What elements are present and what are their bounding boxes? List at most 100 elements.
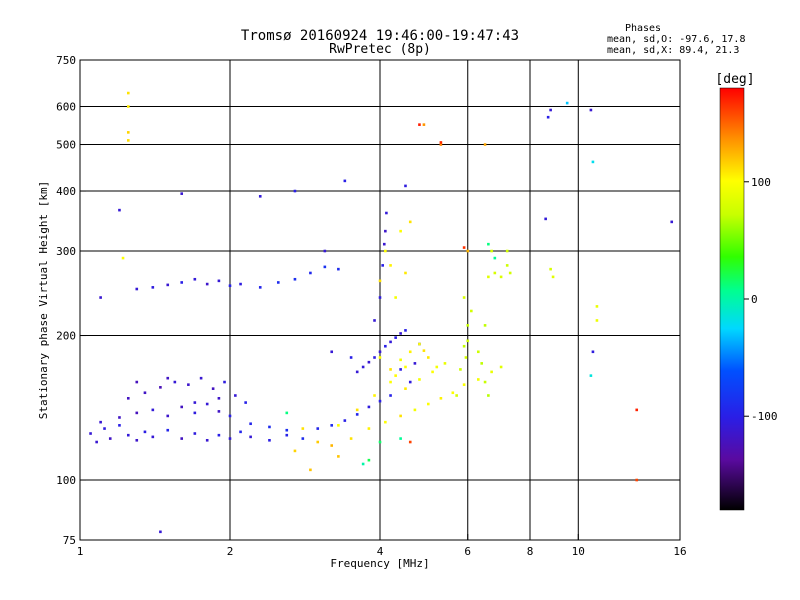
data-point: [591, 160, 595, 164]
chart-subtitle: RwPretec (8p): [329, 42, 431, 57]
data-point: [394, 336, 397, 339]
data-point: [399, 358, 402, 362]
data-point: [483, 380, 487, 384]
data-point: [135, 287, 139, 291]
colorbar-ticks: 100 0 -100: [744, 176, 778, 423]
data-point: [565, 101, 569, 105]
data-point: [330, 424, 334, 427]
data-point: [544, 217, 547, 221]
data-point: [483, 143, 487, 146]
data-point: [455, 394, 458, 397]
data-point: [337, 267, 340, 271]
data-point: [382, 242, 386, 246]
data-point: [466, 339, 470, 343]
data-point: [408, 350, 412, 354]
data-point: [399, 368, 402, 371]
data-point: [373, 394, 376, 397]
data-point: [239, 282, 242, 286]
x-axis-label: Frequency [MHz]: [330, 557, 429, 570]
data-point: [217, 433, 221, 437]
data-point: [323, 249, 327, 253]
data-point: [378, 350, 382, 354]
data-point: [462, 344, 466, 348]
data-point: [384, 344, 387, 348]
data-point: [505, 249, 509, 253]
data-point: [316, 427, 320, 430]
x-tick-label: 10: [572, 545, 585, 558]
x-axis-ticks: 1 2 4 6 8 10 16: [77, 534, 687, 558]
data-point: [193, 277, 197, 281]
x-tick-label: 6: [464, 545, 471, 558]
data-point: [384, 420, 387, 424]
data-point: [551, 275, 555, 279]
data-point: [462, 383, 466, 386]
y-tick-label: 600: [56, 101, 76, 114]
data-point: [426, 402, 430, 406]
x-tick-label: 4: [377, 545, 384, 558]
data-point: [211, 387, 215, 390]
data-point: [439, 143, 443, 146]
phase-stats-o: mean, sd,O: -97.6, 17.8: [607, 34, 745, 45]
data-point: [301, 437, 305, 440]
data-point: [99, 420, 102, 424]
data-point: [143, 391, 147, 395]
data-point: [223, 380, 226, 384]
y-tick-label: 75: [63, 534, 76, 547]
data-point: [268, 425, 271, 429]
data-point: [595, 305, 599, 308]
data-point: [103, 427, 106, 430]
data-point: [330, 350, 334, 354]
data-point: [418, 378, 421, 381]
data-point: [166, 283, 170, 287]
data-point: [361, 365, 365, 369]
colorbar: [719, 87, 745, 511]
data-point: [166, 376, 170, 380]
data-point: [404, 329, 407, 332]
data-point: [217, 279, 221, 283]
y-axis-label: Stationary phase Virtual Height [km]: [37, 181, 50, 419]
data-point: [285, 411, 289, 415]
data-point: [301, 427, 305, 430]
data-point: [505, 264, 509, 267]
data-point: [422, 349, 426, 352]
data-point: [384, 229, 387, 233]
data-point: [135, 380, 139, 384]
data-point: [355, 370, 359, 374]
data-point: [493, 256, 497, 260]
data-point: [404, 184, 407, 188]
x-tick-label: 1: [77, 545, 84, 558]
data-point: [480, 362, 484, 365]
data-point: [205, 282, 209, 286]
data-point: [378, 356, 382, 359]
data-point: [635, 408, 639, 412]
data-point: [268, 438, 271, 442]
data-point: [349, 356, 353, 359]
phase-stats-x: mean, sd,X: 89.4, 21.3: [607, 45, 739, 56]
data-point: [285, 433, 289, 437]
data-point: [337, 455, 340, 458]
data-point: [249, 422, 252, 426]
data-point: [389, 340, 392, 344]
data-point: [439, 141, 443, 144]
data-point: [490, 370, 493, 374]
data-point: [126, 131, 130, 134]
colorbar-tick-label: -100: [751, 410, 778, 423]
data-point: [413, 362, 417, 365]
data-point: [399, 229, 402, 233]
data-point: [670, 220, 674, 224]
data-point: [399, 332, 402, 335]
data-point: [404, 387, 407, 390]
data-point: [228, 414, 232, 418]
data-point: [126, 139, 130, 142]
data-point: [173, 380, 177, 384]
y-tick-label: 750: [56, 54, 76, 67]
colorbar-tick-label: 0: [751, 293, 758, 306]
data-points: [89, 91, 674, 534]
data-point: [126, 397, 130, 400]
data-point: [462, 296, 466, 299]
data-point: [330, 444, 334, 447]
y-tick-label: 400: [56, 185, 76, 198]
data-point: [591, 350, 595, 354]
data-point: [404, 365, 407, 369]
data-point: [180, 405, 184, 409]
